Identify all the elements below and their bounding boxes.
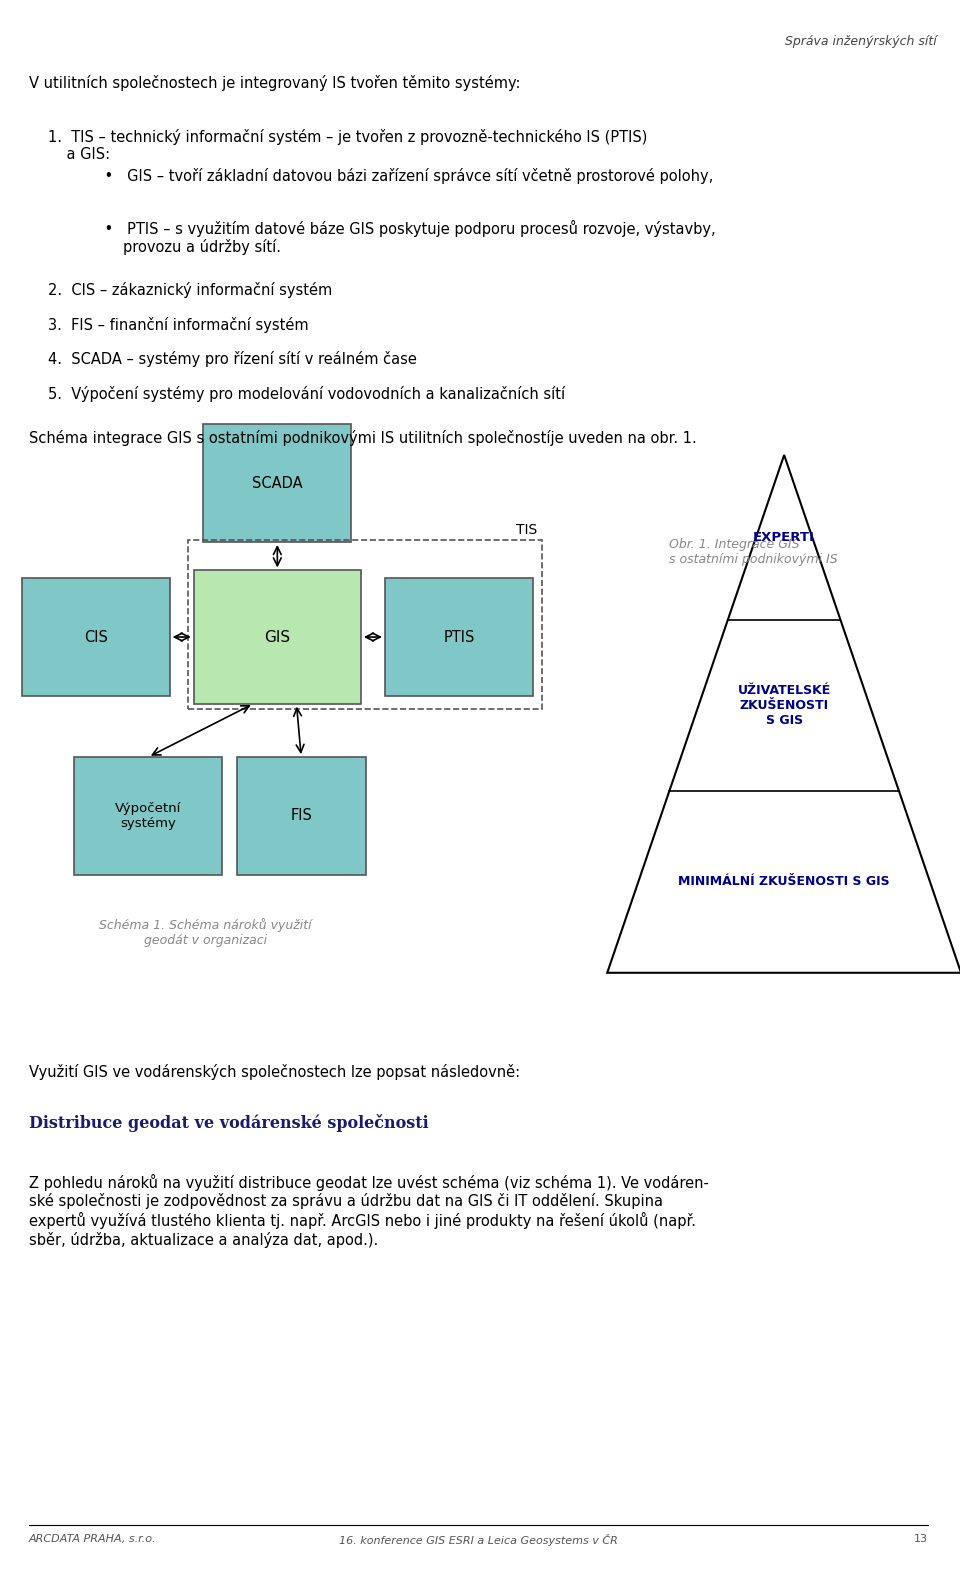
Text: Obr. 1. Integrace GIS
s ostatními podnikovými IS: Obr. 1. Integrace GIS s ostatními podnik…: [669, 538, 838, 566]
FancyBboxPatch shape: [74, 758, 223, 876]
Text: EXPERTI: EXPERTI: [754, 530, 815, 544]
Text: 4.  SCADA – systémy pro řízení sítí v reálném čase: 4. SCADA – systémy pro řízení sítí v reá…: [48, 351, 417, 367]
Text: Distribuce geodat ve vodárenské společnosti: Distribuce geodat ve vodárenské společno…: [29, 1114, 428, 1131]
Text: TIS: TIS: [516, 522, 538, 537]
Text: 13: 13: [914, 1534, 927, 1544]
Text: 3.  FIS – finanční informační systém: 3. FIS – finanční informační systém: [48, 317, 308, 333]
Text: SCADA: SCADA: [252, 475, 302, 491]
Text: UŽIVATELSKÉ
ZKUŠENOSTI
S GIS: UŽIVATELSKÉ ZKUŠENOSTI S GIS: [737, 684, 830, 726]
Text: MINIMÁLNÍ ZKUŠENOSTI S GIS: MINIMÁLNÍ ZKUŠENOSTI S GIS: [679, 876, 890, 888]
Text: Z pohledu nároků na využití distribuce geodat lze uvést schéma (viz schéma 1). V: Z pohledu nároků na využití distribuce g…: [29, 1174, 708, 1247]
Text: ARCDATA PRAHA, s.r.o.: ARCDATA PRAHA, s.r.o.: [29, 1534, 156, 1544]
Text: •   GIS – tvoří základní datovou bázi zařízení správce sítí včetně prostorové po: • GIS – tvoří základní datovou bázi zaří…: [86, 168, 713, 184]
Text: V utilitních společnostech je integrovaný IS tvořen těmito systémy:: V utilitních společnostech je integrovan…: [29, 75, 520, 91]
Text: PTIS: PTIS: [444, 629, 474, 645]
Polygon shape: [608, 455, 960, 973]
Text: Výpočetní
systémy: Výpočetní systémy: [115, 802, 181, 830]
Text: 2.  CIS – zákaznický informační systém: 2. CIS – zákaznický informační systém: [48, 282, 332, 298]
Text: Schéma integrace GIS s ostatními podnikovými IS utilitních společnostíje uveden : Schéma integrace GIS s ostatními podniko…: [29, 430, 696, 446]
Text: Využití GIS ve vodárenských společnostech lze popsat následovně:: Využití GIS ve vodárenských společnostec…: [29, 1064, 519, 1079]
Text: GIS: GIS: [264, 629, 290, 645]
Text: Schéma 1. Schéma nároků využití
geodát v organizaci: Schéma 1. Schéma nároků využití geodát v…: [99, 918, 312, 946]
Text: 5.  Výpočení systémy pro modelování vodovodních a kanalizačních sítí: 5. Výpočení systémy pro modelování vodov…: [48, 386, 564, 402]
FancyBboxPatch shape: [194, 571, 361, 703]
FancyBboxPatch shape: [237, 758, 366, 876]
FancyBboxPatch shape: [21, 579, 170, 697]
Text: FIS: FIS: [290, 808, 312, 824]
Text: •   PTIS – s využitím datové báze GIS poskytuje podporu procesů rozvoje, výstavb: • PTIS – s využitím datové báze GIS posk…: [86, 220, 716, 256]
Text: 16. konference GIS ESRI a Leica Geosystems v ČR: 16. konference GIS ESRI a Leica Geosyste…: [339, 1534, 617, 1547]
FancyBboxPatch shape: [204, 425, 351, 543]
FancyBboxPatch shape: [385, 579, 533, 697]
Text: CIS: CIS: [84, 629, 108, 645]
Text: Správa inženýrských sítí: Správa inženýrských sítí: [785, 35, 937, 47]
Text: 1.  TIS – technický informační systém – je tvořen z provozně-technického IS (PTI: 1. TIS – technický informační systém – j…: [48, 129, 647, 162]
